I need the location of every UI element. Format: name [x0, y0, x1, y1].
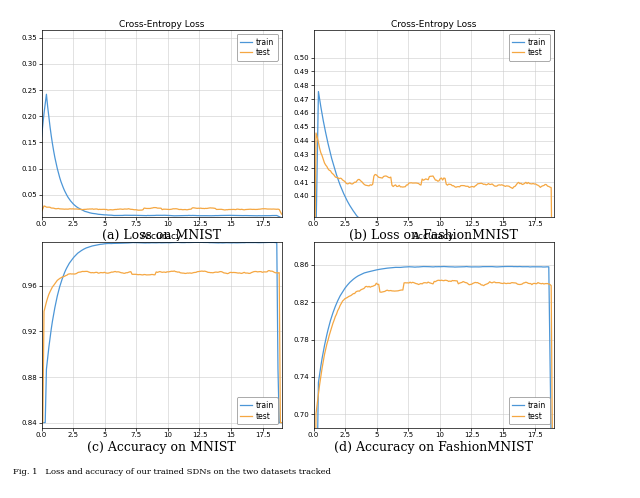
Line: train: train — [314, 266, 554, 498]
test — [321, 160, 328, 166]
train — [259, 213, 266, 219]
test — [310, 373, 317, 378]
train — [539, 264, 547, 270]
Line: test: test — [42, 271, 282, 423]
test — [83, 268, 90, 274]
train — [324, 327, 332, 333]
test — [325, 167, 333, 173]
test — [267, 268, 275, 274]
train — [52, 299, 60, 305]
test — [102, 270, 109, 276]
test — [374, 281, 381, 287]
test — [103, 207, 111, 213]
test — [319, 359, 327, 365]
Title: Accuracy: Accuracy — [413, 232, 454, 241]
Line: train: train — [314, 92, 554, 469]
train — [43, 91, 51, 97]
train — [355, 273, 362, 279]
Line: train: train — [42, 94, 282, 218]
Title: Cross-Entropy Loss: Cross-Entropy Loss — [119, 20, 204, 29]
train — [319, 349, 327, 355]
test — [257, 268, 265, 274]
Line: train: train — [42, 242, 282, 423]
Text: (a) Loss on MNIST: (a) Loss on MNIST — [102, 229, 221, 242]
test — [264, 268, 272, 274]
train — [375, 230, 383, 236]
train — [103, 212, 111, 218]
test — [531, 181, 538, 187]
train — [267, 240, 275, 246]
Line: test: test — [42, 206, 282, 214]
test — [278, 420, 285, 426]
train — [310, 372, 317, 378]
train — [278, 215, 285, 221]
train — [374, 267, 381, 273]
Legend: train, test: train, test — [509, 34, 550, 61]
train — [550, 466, 557, 472]
Text: Fig. 1   Loss and accuracy of our trained SDNs on the two datasets tracked: Fig. 1 Loss and accuracy of our trained … — [13, 468, 331, 476]
train — [356, 216, 364, 222]
test — [531, 280, 538, 286]
Text: (d) Accuracy on FashionMNIST: (d) Accuracy on FashionMNIST — [334, 441, 533, 454]
train — [264, 239, 272, 245]
train — [84, 209, 92, 215]
train — [83, 245, 90, 251]
train — [38, 420, 45, 426]
test — [38, 209, 45, 215]
train — [508, 263, 515, 269]
test — [539, 183, 547, 189]
test — [324, 337, 332, 343]
Text: (b) Loss on FashionMNIST: (b) Loss on FashionMNIST — [349, 229, 518, 242]
Legend: train, test: train, test — [237, 34, 278, 61]
test — [539, 280, 547, 286]
train — [539, 242, 547, 248]
train — [531, 241, 538, 247]
test — [40, 203, 48, 209]
test — [47, 286, 55, 292]
train — [49, 141, 56, 147]
train — [325, 146, 333, 152]
test — [259, 206, 266, 212]
test — [267, 206, 275, 212]
train — [53, 165, 61, 171]
Line: test: test — [314, 280, 554, 498]
train — [102, 241, 109, 247]
train — [278, 420, 285, 426]
Legend: train, test: train, test — [509, 397, 550, 424]
train — [38, 134, 45, 140]
test — [84, 206, 92, 212]
train — [257, 240, 265, 246]
Title: Cross-Entropy Loss: Cross-Entropy Loss — [391, 20, 476, 29]
train — [315, 89, 323, 95]
test — [49, 205, 56, 211]
test — [375, 174, 383, 180]
train — [267, 213, 275, 219]
test — [38, 420, 45, 426]
test — [278, 211, 285, 217]
test — [312, 130, 320, 136]
test — [438, 277, 445, 283]
test — [355, 288, 362, 294]
Text: (c) Accuracy on MNIST: (c) Accuracy on MNIST — [87, 441, 236, 454]
Title: Accuracy: Accuracy — [141, 232, 182, 241]
Line: test: test — [314, 133, 554, 411]
Legend: train, test: train, test — [237, 397, 278, 424]
test — [356, 176, 364, 182]
test — [52, 279, 60, 285]
train — [531, 264, 538, 270]
test — [53, 206, 61, 212]
train — [321, 124, 328, 130]
train — [47, 326, 55, 332]
test — [550, 408, 557, 414]
